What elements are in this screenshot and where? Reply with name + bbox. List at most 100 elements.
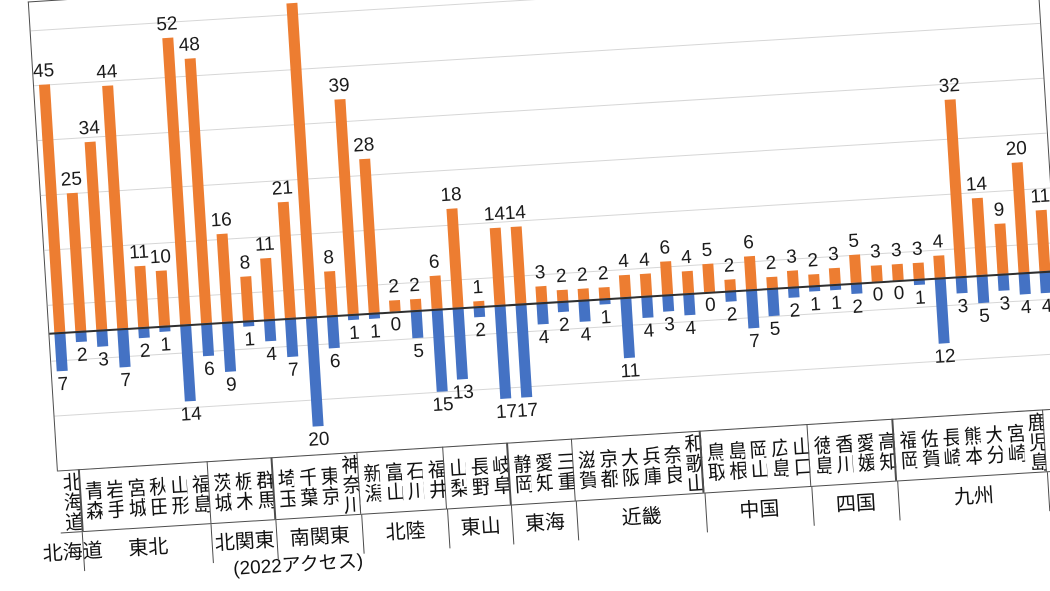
bar-value-label-down: 2 [474, 319, 487, 342]
region-label: 九州 [897, 472, 1050, 521]
bar-segment-down[interactable] [1018, 272, 1031, 295]
bar-value-label-up: 9 [993, 199, 1006, 222]
bar-value-label-up: 11 [254, 234, 276, 257]
bar-value-label-up: 28 [352, 133, 376, 157]
bar-segment-up[interactable] [260, 258, 275, 320]
bar-segment-down[interactable] [431, 308, 448, 392]
bar-value-label-up: 52 [155, 13, 179, 36]
bar-value-label-up: 14 [504, 201, 527, 225]
bar-segment-up[interactable] [556, 289, 569, 302]
bar-value-label-up: 6 [428, 251, 441, 274]
bar-value-label-up: 48 [178, 34, 201, 57]
bar-value-label-up: 4 [931, 231, 944, 253]
bar-segment-up[interactable] [277, 201, 296, 319]
bar-value-label-down: 4 [1041, 295, 1050, 318]
bar-segment-up[interactable] [155, 270, 171, 327]
bar-value-label-down: 5 [769, 318, 781, 340]
bar-segment-up[interactable] [912, 261, 925, 280]
bar-segment-down[interactable] [955, 275, 968, 294]
bar-segment-up[interactable] [102, 85, 129, 329]
bar-value-label-up: 32 [938, 75, 961, 98]
bar-segment-down[interactable] [515, 303, 533, 398]
region-label: 北陸 [361, 509, 450, 554]
bar-value-label-down: 7 [57, 373, 69, 395]
bar-segment-down[interactable] [201, 322, 215, 357]
region-label: 東海 [511, 501, 578, 545]
bar-value-label-down: 4 [684, 317, 697, 340]
bar-value-label-down: 4 [580, 324, 592, 346]
bar-segment-up[interactable] [598, 287, 611, 299]
bar-segment-up[interactable] [240, 276, 254, 321]
bar-segment-up[interactable] [409, 298, 422, 311]
bar-value-label-up: 25 [60, 168, 83, 191]
bar-segment-down[interactable] [284, 317, 299, 357]
bar-value-label-up: 45 [32, 59, 55, 83]
bar-value-label-down: 5 [412, 340, 425, 362]
bar-value-label-up: 10 [149, 245, 172, 269]
bar-segment-up[interactable] [870, 264, 883, 282]
bar-value-label-up: 8 [322, 246, 335, 269]
bar-value-label-up: 21 [271, 177, 294, 200]
bar-segment-down[interactable] [1039, 270, 1050, 294]
bar-segment-up[interactable] [389, 300, 401, 312]
bar-segment-down[interactable] [452, 307, 468, 380]
bar-segment-up[interactable] [134, 266, 150, 328]
bar-segment-down[interactable] [997, 273, 1010, 291]
bar-value-label-down: 7 [287, 359, 300, 381]
bar-segment-up[interactable] [535, 285, 548, 303]
bar-segment-up[interactable] [216, 233, 233, 323]
bar-value-label-down: 2 [726, 304, 738, 326]
region-label: 四国 [811, 481, 900, 526]
region-label: 北海道 [42, 539, 104, 566]
region-label: 東山 [446, 505, 514, 549]
bar-segment-up[interactable] [724, 279, 736, 291]
bar-segment-up[interactable] [429, 275, 443, 310]
bar-segment-down[interactable] [96, 329, 109, 347]
bar-value-label-down: 17 [516, 399, 539, 422]
bar-segment-up[interactable] [84, 141, 108, 330]
plot-area: 4572523434471121015214486169811142175720… [27, 0, 1050, 472]
bar-segment-up[interactable] [577, 288, 590, 300]
bar-segment-down[interactable] [263, 318, 277, 342]
bar-value-label-up: 11 [1029, 185, 1050, 209]
bar-value-label-up: 34 [78, 117, 101, 140]
bar-segment-up[interactable] [639, 273, 653, 297]
bar-value-label-up: 39 [327, 74, 351, 97]
bar-value-label-down: 6 [329, 350, 342, 373]
bar-value-label-down: 1 [600, 306, 612, 329]
bar-value-label-up: 14 [965, 173, 988, 196]
bar-segment-up[interactable] [618, 274, 632, 298]
bar-segment-up[interactable] [681, 270, 695, 294]
bar-segment-down[interactable] [641, 295, 654, 319]
region-label: 中国 [704, 486, 814, 533]
bar-segment-down[interactable] [494, 304, 512, 399]
bar-value-label-up: 6 [742, 231, 755, 254]
bar-value-label-down: 3 [97, 348, 110, 371]
bar-segment-up[interactable] [334, 98, 359, 315]
bar-segment-up[interactable] [66, 192, 87, 332]
bar-value-label-down: 12 [933, 345, 957, 369]
bar-series-group: 4572523434471121015214486169811142175720… [29, 0, 1050, 471]
bar-segment-up[interactable] [828, 267, 841, 285]
bar-value-label-up: 1 [471, 276, 484, 298]
bar-value-label-down: 20 [307, 429, 331, 452]
bar-segment-up[interactable] [891, 263, 904, 281]
bar-value-label-up: 44 [95, 61, 119, 84]
bar-value-label-up: 2 [723, 255, 735, 277]
bar-segment-up[interactable] [786, 269, 799, 287]
bar-value-label-down: 13 [452, 381, 475, 404]
bar-segment-down[interactable] [410, 309, 424, 338]
bar-segment-up[interactable] [324, 270, 338, 316]
bar-segment-down[interactable] [662, 294, 675, 312]
region-label: 東北 [82, 524, 214, 572]
bar-segment-up[interactable] [1011, 161, 1030, 273]
bar-segment-up[interactable] [933, 255, 946, 278]
bar-segment-up[interactable] [994, 223, 1009, 274]
bar-value-label-down: 1 [159, 333, 172, 356]
bar-segment-up[interactable] [766, 276, 778, 289]
bar-segment-up[interactable] [808, 274, 820, 286]
bar-value-label-up: 2 [408, 274, 421, 297]
bar-segment-up[interactable] [1035, 210, 1050, 272]
